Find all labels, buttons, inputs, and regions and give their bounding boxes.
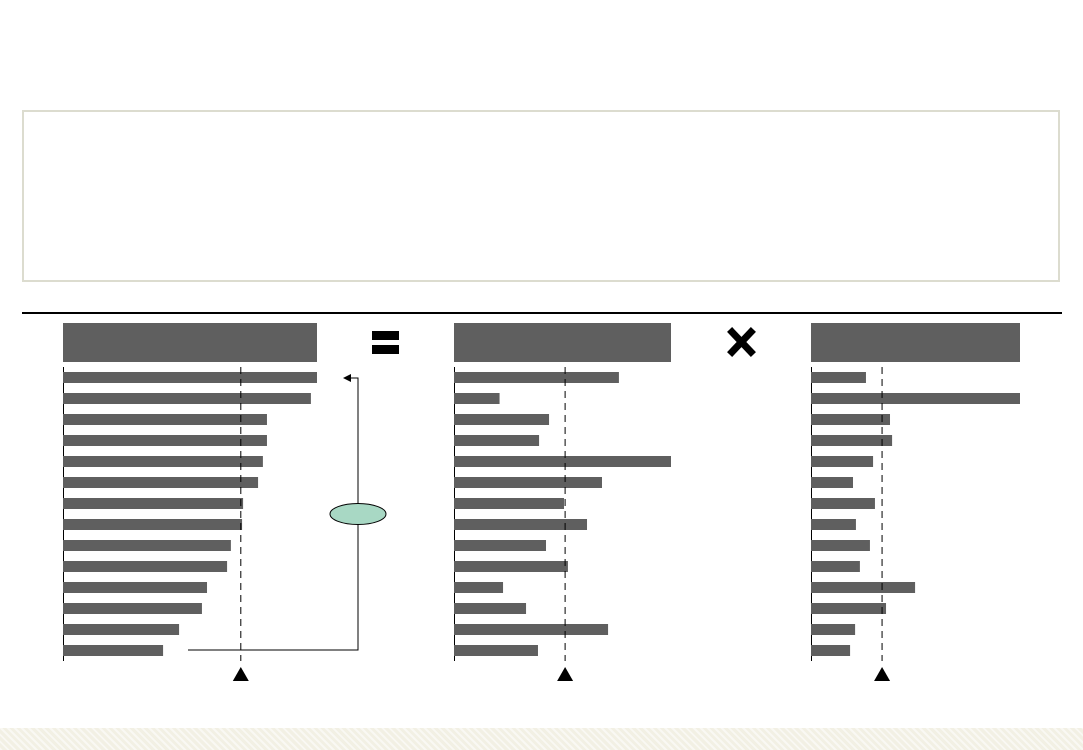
panel-1-bar-14 (63, 645, 164, 656)
panel-2-bar-11 (454, 582, 504, 593)
panel-2-bar-12 (454, 603, 527, 614)
panel-1-bar-5 (63, 456, 263, 467)
equals-icon (372, 331, 399, 354)
bar-panel-1 (63, 367, 317, 681)
panel-2-bar-8 (454, 519, 588, 530)
panel-3-bar-3 (811, 414, 891, 425)
panel-3-bar-9 (811, 540, 870, 551)
panel-1-bar-1 (63, 372, 317, 383)
multiply-icon (727, 327, 756, 357)
panel-2-average-marker (557, 667, 574, 681)
section-divider (22, 312, 1062, 314)
panel-2-bar-2 (454, 393, 500, 404)
panel-3-bar-5 (811, 456, 874, 467)
panel-3-bar-7 (811, 498, 875, 509)
panel-1-bar-11 (63, 582, 208, 593)
panel-3-bar-1 (811, 372, 866, 383)
panel-1-bar-2 (63, 393, 311, 404)
panel-header-2 (454, 323, 671, 362)
panel-2-bar-4 (454, 435, 540, 446)
panel-3-average-marker (874, 667, 891, 681)
callout-ellipse (329, 503, 387, 525)
panel-1-bar-9 (63, 540, 231, 551)
panel-2-bar-1 (454, 372, 619, 383)
panel-3-bar-4 (811, 435, 893, 446)
bar-panel-3 (811, 367, 1020, 681)
panel-3-bar-13 (811, 624, 856, 635)
panel-1-bar-6 (63, 477, 259, 488)
text-box (22, 110, 1060, 282)
panel-2-bar-13 (454, 624, 609, 635)
panel-1-bar-10 (63, 561, 228, 572)
panel-1-bar-4 (63, 435, 267, 446)
panel-2-bar-6 (454, 477, 602, 488)
panel-header-1 (63, 323, 317, 362)
panel-2-bar-7 (454, 498, 565, 509)
panel-2-bar-14 (454, 645, 538, 656)
panel-1-bar-13 (63, 624, 180, 635)
footer-band (0, 728, 1083, 750)
panel-2-bar-9 (454, 540, 547, 551)
panel-3-bar-11 (811, 582, 916, 593)
panel-2-bar-5 (454, 456, 671, 467)
panel-3-bar-8 (811, 519, 856, 530)
panel-3-bar-6 (811, 477, 854, 488)
panel-3-bar-10 (811, 561, 860, 572)
panel-1-average-marker (232, 667, 249, 681)
panel-2-bar-3 (454, 414, 550, 425)
panel-1-bar-7 (63, 498, 244, 509)
panel-1-bar-3 (63, 414, 267, 425)
panel-header-3 (811, 323, 1020, 362)
panel-1-bar-12 (63, 603, 202, 614)
bar-panel-2 (454, 367, 671, 681)
panel-3-bar-2 (811, 393, 1020, 404)
panel-1-bar-8 (63, 519, 243, 530)
panel-3-bar-14 (811, 645, 851, 656)
panel-2-bar-10 (454, 561, 568, 572)
panel-3-bar-12 (811, 603, 887, 614)
